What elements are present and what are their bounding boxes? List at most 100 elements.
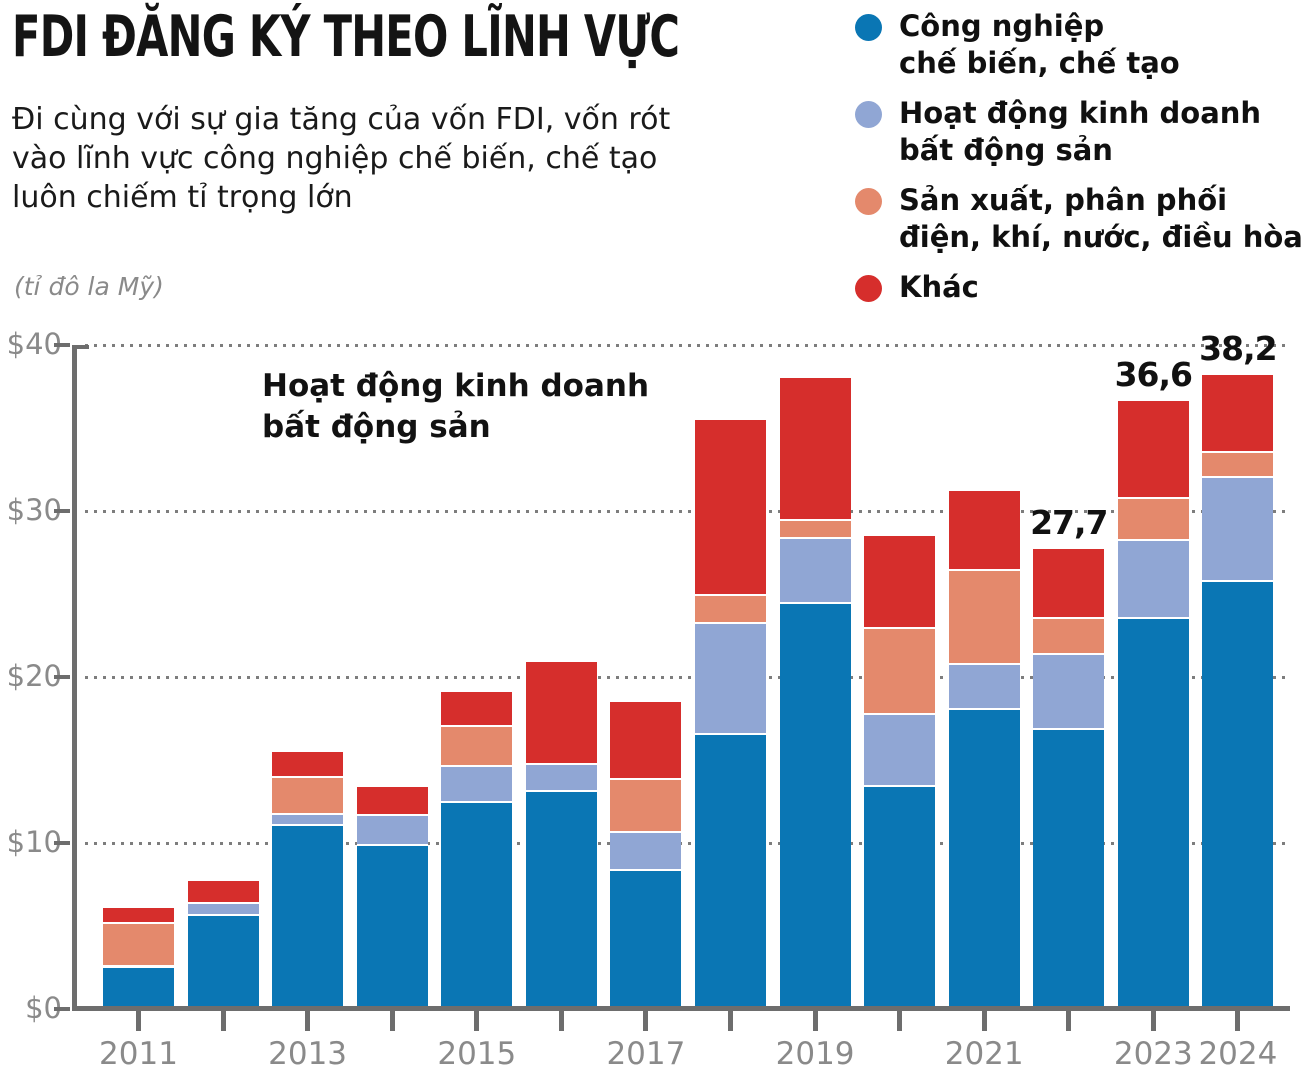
y-axis-label-0: $0 xyxy=(25,991,62,1025)
bar-2017-segment-2 xyxy=(610,779,682,833)
x-axis-tick-2023 xyxy=(1150,1011,1156,1031)
legend-item-label: Công nghiệp chế biến, chế tạo xyxy=(899,9,1180,80)
gridline-10 xyxy=(85,842,1290,845)
y-axis-label-20: $20 xyxy=(6,659,62,693)
bar-2013-segment-2 xyxy=(272,778,344,815)
bar-2024-segment-2 xyxy=(1202,452,1274,478)
bar-2017-segment-0 xyxy=(610,871,682,1009)
x-axis-label-2021: 2021 xyxy=(944,1036,1024,1072)
bar-2022-segment-3 xyxy=(1033,549,1105,619)
legend-item-0: Công nghiệp chế biến, chế tạo xyxy=(855,8,1303,82)
legend-item-1: Hoạt động kinh doanh bất động sản xyxy=(855,95,1303,169)
bar-2012-segment-0 xyxy=(187,916,259,1009)
bar-2016-segment-1 xyxy=(525,765,597,792)
x-axis-tick-2020 xyxy=(897,1011,903,1031)
bar-2024-segment-0 xyxy=(1202,582,1274,1009)
legend: Công nghiệp chế biến, chế tạo Hoạt động k… xyxy=(855,8,1303,306)
bar-2015-segment-3 xyxy=(441,691,513,727)
page-title: FDI ĐĂNG KÝ THEO LĨNH VỰC xyxy=(12,4,680,70)
bar-2013-segment-0 xyxy=(272,826,344,1009)
bar-2018-segment-3 xyxy=(695,419,766,596)
x-axis-label-2013: 2013 xyxy=(268,1036,348,1072)
bar-2018-segment-1 xyxy=(695,623,766,736)
bar-2019-segment-3 xyxy=(779,378,851,521)
bar-2024-segment-3 xyxy=(1202,374,1274,453)
y-axis-label-40: $40 xyxy=(6,327,62,361)
y-axis-top-cap xyxy=(72,345,89,349)
x-axis-label-2019: 2019 xyxy=(775,1036,855,1072)
bar-2020-segment-3 xyxy=(864,535,936,629)
bar-2021-segment-0 xyxy=(948,710,1020,1009)
y-axis-tick-40 xyxy=(54,343,70,347)
x-axis-tick-2012 xyxy=(220,1011,226,1031)
chart-annotation: Hoạt động kinh doanh bất động sản xyxy=(262,368,650,445)
x-axis-tick-2015 xyxy=(474,1011,480,1031)
y-axis-label-30: $30 xyxy=(6,493,62,527)
x-axis-tick-2018 xyxy=(728,1011,733,1031)
legend-item-2: Sản xuất, phân phối điện, khí, nước, điề… xyxy=(855,182,1303,256)
y-axis-line xyxy=(72,345,77,1011)
legend-swatch-icon xyxy=(855,14,882,41)
x-axis-line xyxy=(72,1006,1290,1011)
bar-2014-segment-0 xyxy=(356,846,428,1009)
bar-2014-segment-3 xyxy=(356,786,428,817)
bar-2011-segment-0 xyxy=(103,967,174,1009)
chart-subtitle: Đi cùng với sự gia tăng của vốn FDI, vốn… xyxy=(12,102,671,215)
gridline-20 xyxy=(85,676,1290,679)
x-axis-tick-2017 xyxy=(643,1011,649,1031)
bar-2023-segment-1 xyxy=(1117,540,1189,619)
x-axis-tick-2011 xyxy=(136,1011,141,1031)
x-axis-tick-2022 xyxy=(1066,1011,1072,1031)
y-axis-tick-30 xyxy=(54,509,70,513)
bar-2012-segment-3 xyxy=(187,881,259,905)
legend-swatch-icon xyxy=(855,275,882,302)
bar-value-label-2023: 36,6 xyxy=(1114,355,1193,395)
legend-item-label: Hoạt động kinh doanh bất động sản xyxy=(899,96,1262,167)
x-axis-tick-2014 xyxy=(389,1011,395,1031)
x-axis-tick-2016 xyxy=(558,1011,564,1031)
x-axis-tick-2013 xyxy=(305,1011,311,1031)
bar-2021-segment-2 xyxy=(948,570,1020,666)
x-axis-label-2024: 2024 xyxy=(1198,1036,1278,1072)
x-axis-tick-2021 xyxy=(981,1011,987,1031)
bar-2019-segment-0 xyxy=(779,604,851,1009)
bar-2018-segment-2 xyxy=(695,595,766,624)
x-axis-label-2015: 2015 xyxy=(437,1036,517,1072)
bar-2016-segment-0 xyxy=(525,791,597,1009)
legend-item-label: Sản xuất, phân phối điện, khí, nước, điề… xyxy=(899,183,1303,254)
bar-2018-segment-0 xyxy=(695,735,766,1009)
bar-2015-segment-0 xyxy=(441,803,513,1009)
bar-value-label-2024: 38,2 xyxy=(1199,328,1277,368)
bar-2023-segment-2 xyxy=(1117,499,1189,541)
bar-2013-segment-1 xyxy=(272,814,344,827)
bar-2020-segment-1 xyxy=(864,715,936,787)
bar-2020-segment-0 xyxy=(864,786,936,1009)
bar-2021-segment-3 xyxy=(948,491,1020,571)
gridline-40 xyxy=(85,344,1290,347)
y-axis-label-10: $10 xyxy=(6,825,62,859)
bar-2016-segment-3 xyxy=(525,662,597,765)
bar-2022-segment-2 xyxy=(1033,618,1105,656)
bar-2017-segment-3 xyxy=(610,701,682,780)
bar-2023-segment-3 xyxy=(1117,401,1189,500)
x-axis-label-2023: 2023 xyxy=(1113,1036,1193,1072)
bar-2023-segment-0 xyxy=(1117,618,1189,1009)
legend-swatch-icon xyxy=(855,188,882,215)
y-axis-tick-20 xyxy=(54,675,70,679)
bar-2022-segment-1 xyxy=(1033,655,1105,731)
legend-item-label: Khác xyxy=(899,270,979,304)
bar-2021-segment-1 xyxy=(948,665,1020,711)
bar-2015-segment-2 xyxy=(441,726,513,767)
x-axis-tick-2019 xyxy=(812,1011,818,1031)
bar-2012-segment-1 xyxy=(187,904,259,916)
bar-2024-segment-1 xyxy=(1202,477,1274,583)
bar-2022-segment-0 xyxy=(1033,730,1105,1009)
unit-label: (tỉ đô la Mỹ) xyxy=(14,272,164,301)
bar-2019-segment-2 xyxy=(779,521,851,540)
bar-2011-segment-2 xyxy=(103,924,174,968)
bar-2020-segment-2 xyxy=(864,628,936,716)
y-axis-tick-0 xyxy=(54,1007,70,1011)
x-axis-label-2011: 2011 xyxy=(99,1036,178,1072)
bar-value-label-2022: 27,7 xyxy=(1030,503,1108,543)
